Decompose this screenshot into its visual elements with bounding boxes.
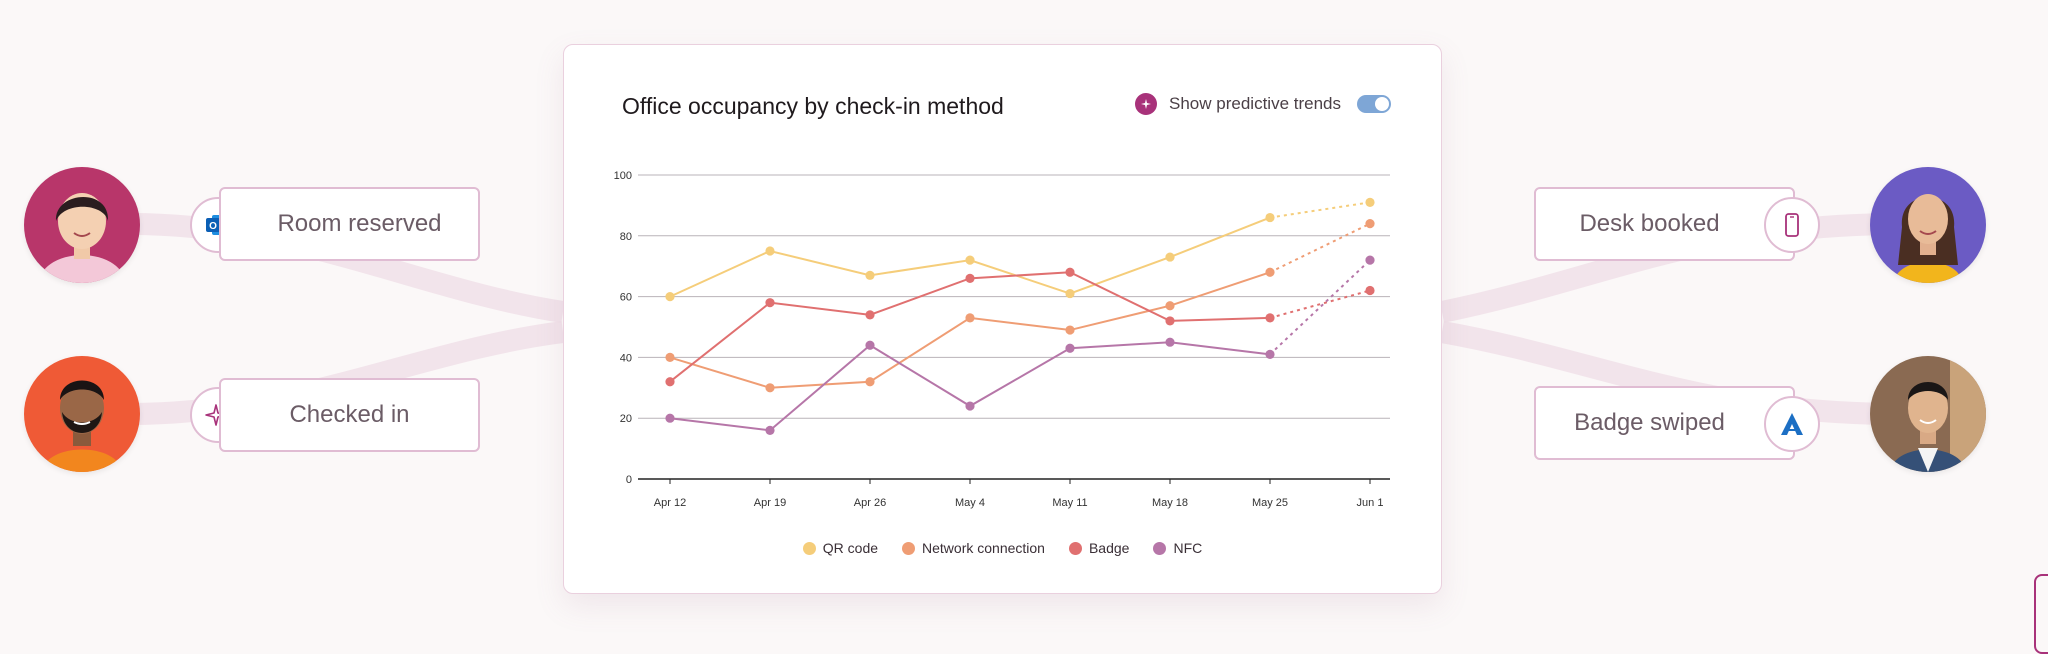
series-prediction-network-connection xyxy=(1269,222,1371,274)
x-tick-label-apr-12: Apr 12 xyxy=(654,497,686,509)
badge-swiped-label: Badge swiped xyxy=(1574,409,1725,436)
legend-swatch-badge xyxy=(1068,541,1082,555)
x-tick-label-jun-1: Jun 1 xyxy=(1357,497,1384,509)
x-tick-label-apr-26: Apr 26 xyxy=(854,497,886,509)
legend-swatch-network-connection xyxy=(902,541,916,555)
corner-frame xyxy=(2034,574,2048,654)
point-nfc-may-18 xyxy=(1165,337,1175,347)
predictive-trends-toggle-group[interactable]: Show predictive trends xyxy=(1135,93,1391,115)
legend-swatch-qr-code xyxy=(802,541,816,555)
arrow-a-icon xyxy=(1764,396,1820,452)
x-tick-label-apr-19: Apr 19 xyxy=(754,497,786,509)
legend-item-network-connection: Network connection xyxy=(902,540,1045,556)
point-qr-code-apr-19 xyxy=(765,246,775,256)
y-tick-label-0: 0 xyxy=(626,474,632,486)
chart-title: Office occupancy by check-in method xyxy=(622,93,1004,119)
room-reserved-label: Room reserved xyxy=(277,210,442,237)
legend-item-nfc: NFC xyxy=(1153,540,1202,556)
y-tick-label-80: 80 xyxy=(620,231,632,243)
phone-icon xyxy=(1764,197,1820,253)
point-qr-code-apr-12 xyxy=(665,292,675,302)
predictive-trends-toggle[interactable] xyxy=(1357,95,1391,113)
room-reserved-pill: Room reserved xyxy=(219,187,480,261)
legend-item-badge: Badge xyxy=(1068,540,1130,556)
chart-legend: QR code Network connection Badge NFC xyxy=(564,540,1441,556)
point-network-connection-apr-26 xyxy=(865,377,875,387)
y-tick-label-40: 40 xyxy=(620,352,632,364)
y-tick-label-60: 60 xyxy=(620,292,632,304)
desk-booked-label: Desk booked xyxy=(1579,210,1720,237)
point-qr-code-apr-26 xyxy=(865,270,875,280)
avatar-man-office xyxy=(1870,356,1986,472)
avatar-woman-purple xyxy=(1870,167,1986,283)
point-network-connection-apr-19 xyxy=(765,383,775,393)
x-tick-label-may-11: May 11 xyxy=(1052,497,1087,509)
point-badge-apr-19 xyxy=(765,298,775,308)
point-network-connection-apr-12 xyxy=(665,352,675,362)
point-network-connection-jun-1 xyxy=(1365,219,1375,229)
avatar-man-orange xyxy=(24,356,140,472)
checked-in-label: Checked in xyxy=(289,401,410,428)
legend-item-qr-code: QR code xyxy=(802,540,879,556)
point-badge-may-11 xyxy=(1065,267,1075,277)
y-tick-label-100: 100 xyxy=(614,170,632,182)
point-nfc-may-11 xyxy=(1065,343,1075,353)
desk-booked-pill: Desk booked xyxy=(1534,187,1795,261)
point-badge-may-25 xyxy=(1265,313,1275,323)
avatar-woman xyxy=(24,167,140,283)
point-network-connection-may-25 xyxy=(1265,267,1275,277)
x-tick-label-may-4: May 4 xyxy=(955,497,985,509)
line-chart: 0 20 40 60 80 100 Apr 12 Apr 19 Apr 26 May 4 May 1… xyxy=(614,170,1390,509)
chart-card: Office occupancy by check-in method Show… xyxy=(563,44,1442,594)
point-qr-code-may-4 xyxy=(965,255,975,265)
trend-icon xyxy=(1135,93,1158,115)
svg-text:O: O xyxy=(209,221,217,232)
predictive-trends-label: Show predictive trends xyxy=(1169,94,1341,113)
checked-in-pill: Checked in xyxy=(219,378,480,452)
series-prediction-badge xyxy=(1269,289,1371,319)
point-nfc-apr-12 xyxy=(665,413,675,423)
point-badge-apr-26 xyxy=(865,310,875,320)
point-nfc-may-25 xyxy=(1265,349,1275,359)
legend-label-badge: Badge xyxy=(1088,540,1130,556)
series-line-nfc xyxy=(669,341,1271,432)
series-line-network-connection xyxy=(669,271,1271,389)
point-network-connection-may-11 xyxy=(1065,325,1075,335)
legend-swatch-nfc xyxy=(1153,541,1167,555)
x-tick-label-may-25: May 25 xyxy=(1252,497,1288,509)
point-qr-code-may-18 xyxy=(1165,252,1175,262)
point-network-connection-may-4 xyxy=(965,313,975,323)
point-badge-jun-1 xyxy=(1365,285,1375,296)
series-prediction-nfc xyxy=(1269,259,1371,356)
y-tick-label-20: 20 xyxy=(620,413,632,425)
point-badge-apr-12 xyxy=(665,377,675,387)
legend-label-network-connection: Network connection xyxy=(922,540,1045,556)
series-prediction-qr-code xyxy=(1269,201,1371,219)
legend-label-nfc: NFC xyxy=(1173,540,1203,556)
point-badge-may-18 xyxy=(1165,316,1175,326)
point-qr-code-jun-1 xyxy=(1365,197,1375,207)
toggle-knob xyxy=(1375,97,1389,111)
point-badge-may-4 xyxy=(965,273,975,283)
point-qr-code-may-11 xyxy=(1065,288,1075,299)
badge-swiped-pill: Badge swiped xyxy=(1534,386,1795,460)
point-network-connection-may-18 xyxy=(1165,301,1175,311)
point-nfc-jun-1 xyxy=(1365,255,1375,265)
point-nfc-apr-19 xyxy=(765,425,775,435)
series-line-badge xyxy=(669,271,1271,383)
point-nfc-may-4 xyxy=(965,401,975,411)
point-qr-code-may-25 xyxy=(1265,212,1275,223)
point-nfc-apr-26 xyxy=(865,340,875,350)
legend-label-qr-code: QR code xyxy=(822,540,879,556)
x-tick-label-may-18: May 18 xyxy=(1152,497,1188,509)
